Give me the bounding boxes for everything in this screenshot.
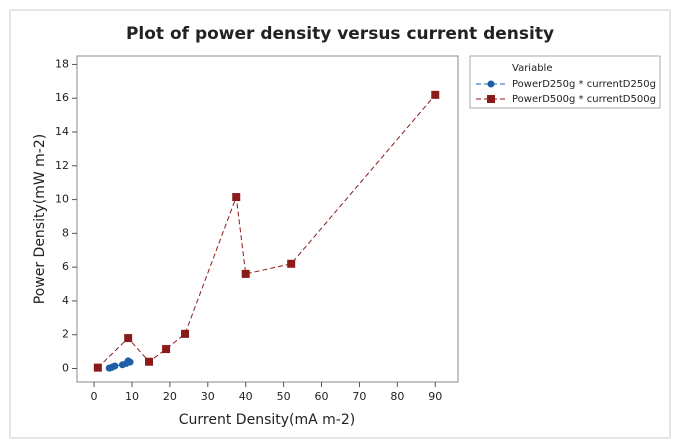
x-tick-label: 10 [125, 390, 139, 403]
chart-title: Plot of power density versus current den… [126, 24, 554, 44]
y-tick-label: 16 [55, 91, 69, 104]
legend-label: PowerD500g * currentD500g [512, 94, 656, 105]
data-point [241, 269, 250, 278]
legend-label: PowerD250g * currentD250g [512, 79, 656, 90]
data-point [111, 362, 119, 370]
legend-marker [487, 95, 495, 103]
y-tick-label: 6 [62, 260, 69, 273]
data-point [287, 259, 296, 268]
data-point [124, 334, 133, 343]
data-point [93, 363, 102, 372]
x-tick-label: 70 [352, 390, 366, 403]
data-point [162, 345, 171, 354]
y-tick-label: 18 [55, 57, 69, 70]
data-point [431, 90, 440, 99]
x-tick-label: 60 [315, 390, 329, 403]
legend-marker [487, 80, 495, 88]
x-axis-label: Current Density(mA m-2) [179, 412, 355, 428]
x-tick-label: 40 [239, 390, 253, 403]
y-tick-label: 0 [62, 361, 69, 374]
data-point [126, 358, 134, 366]
series-line [97, 94, 436, 369]
y-axis-label: Power Density(mW m-2) [32, 134, 48, 304]
x-tick-label: 80 [390, 390, 404, 403]
y-tick-label: 10 [55, 193, 69, 206]
x-tick-label: 50 [277, 390, 291, 403]
y-tick-label: 14 [55, 125, 69, 138]
data-point [232, 193, 241, 202]
plot-frame [76, 55, 459, 383]
y-tick-label: 8 [62, 226, 69, 239]
data-point [145, 357, 154, 366]
y-tick-label: 2 [62, 328, 69, 341]
x-tick-label: 20 [163, 390, 177, 403]
x-tick-label: 0 [91, 390, 98, 403]
x-tick-label: 90 [428, 390, 442, 403]
y-tick-label: 4 [62, 294, 69, 307]
legend-title: Variable [512, 63, 553, 74]
x-tick-label: 30 [201, 390, 215, 403]
data-point [181, 329, 190, 338]
y-tick-label: 12 [55, 159, 69, 172]
